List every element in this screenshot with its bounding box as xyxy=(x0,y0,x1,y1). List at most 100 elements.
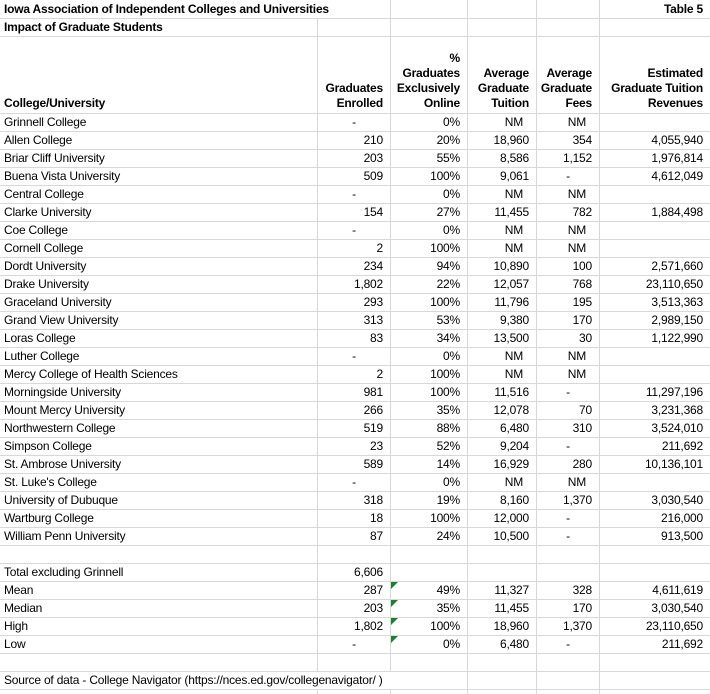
cell-pct-online[interactable]: 0% xyxy=(391,348,468,365)
empty-cell[interactable] xyxy=(537,0,600,18)
cell-avg-tuition[interactable]: 6,480 xyxy=(468,636,537,653)
cell-pct-online[interactable]: 14% xyxy=(391,456,468,473)
cell-avg-tuition[interactable]: 12,000 xyxy=(468,510,537,527)
cell-avg-tuition[interactable]: 11,455 xyxy=(468,204,537,221)
cell-college[interactable]: St. Luke's College xyxy=(0,474,318,491)
cell-avg-fees[interactable]: 768 xyxy=(537,276,600,293)
cell-pct-online[interactable]: 0% xyxy=(391,474,468,491)
cell-college[interactable]: Total excluding Grinnell xyxy=(0,564,318,581)
cell-pct-online[interactable]: 88% xyxy=(391,420,468,437)
cell-college[interactable]: Briar Cliff University xyxy=(0,150,318,167)
cell-avg-fees[interactable]: 328 xyxy=(537,582,600,599)
cell-pct-online[interactable]: 20% xyxy=(391,132,468,149)
cell-pct-online[interactable]: 94% xyxy=(391,258,468,275)
cell-graduates-enrolled[interactable]: 203 xyxy=(318,150,391,167)
cell-pct-online[interactable]: 0% xyxy=(391,222,468,239)
cell-est-revenues[interactable]: 4,611,619 xyxy=(652,583,703,597)
cell-pct-online[interactable]: 55% xyxy=(391,150,468,167)
cell-college[interactable]: Clarke University xyxy=(0,204,318,221)
cell-college[interactable]: Drake University xyxy=(0,276,318,293)
empty-cell[interactable] xyxy=(391,690,468,694)
cell-graduates-enrolled[interactable]: 87 xyxy=(318,528,391,545)
empty-cell[interactable] xyxy=(537,690,600,694)
cell-college[interactable]: Coe College xyxy=(0,222,318,239)
cell-avg-tuition[interactable]: 10,890 xyxy=(468,258,537,275)
cell-est-revenues[interactable]: 3,524,010 xyxy=(651,421,703,435)
cell-graduates-enrolled[interactable]: 318 xyxy=(318,492,391,509)
column-header-college[interactable]: College/University xyxy=(0,37,318,113)
cell-college[interactable]: Dordt University xyxy=(0,258,318,275)
cell-pct-online[interactable]: 100% xyxy=(391,510,468,527)
cell-avg-tuition[interactable]: 11,516 xyxy=(468,384,537,401)
column-header-pct-online[interactable]: % Graduates Exclusively Online xyxy=(391,37,468,113)
sheet-title[interactable]: Iowa Association of Independent Colleges… xyxy=(0,0,391,18)
cell-avg-fees[interactable] xyxy=(537,546,600,563)
cell-est-revenues[interactable]: 1,122,990 xyxy=(651,331,703,345)
cell-avg-tuition[interactable]: NM xyxy=(468,240,537,257)
cell-pct-online[interactable]: 27% xyxy=(391,204,468,221)
cell-avg-tuition[interactable]: 12,078 xyxy=(468,402,537,419)
cell-pct-online[interactable]: 100% xyxy=(391,384,468,401)
cell-college[interactable]: William Penn University xyxy=(0,528,318,545)
cell-est-revenues[interactable] xyxy=(600,222,710,239)
cell-pct-online[interactable]: 19% xyxy=(391,492,468,509)
cell-graduates-enrolled[interactable]: - xyxy=(318,474,391,491)
cell-avg-tuition[interactable]: 18,960 xyxy=(468,132,537,149)
table-number-label[interactable]: Table 5 xyxy=(663,2,703,16)
cell-graduates-enrolled[interactable]: 2 xyxy=(318,240,391,257)
cell-avg-fees[interactable]: NM xyxy=(537,186,600,203)
cell-pct-online[interactable]: 100% xyxy=(391,366,468,383)
cell-college[interactable]: Simpson College xyxy=(0,438,318,455)
cell-pct-online[interactable]: 100% xyxy=(391,294,468,311)
cell-graduates-enrolled[interactable] xyxy=(318,546,391,563)
cell-avg-tuition[interactable]: NM xyxy=(468,114,537,131)
cell-pct-online[interactable] xyxy=(391,546,468,563)
cell-avg-fees[interactable]: NM xyxy=(537,114,600,131)
cell-est-revenues[interactable] xyxy=(600,114,710,131)
cell-avg-fees[interactable]: NM xyxy=(537,240,600,257)
cell-college[interactable] xyxy=(0,546,318,563)
cell-pct-online[interactable]: 52% xyxy=(391,438,468,455)
cell-avg-tuition[interactable]: NM xyxy=(468,348,537,365)
cell-avg-tuition[interactable]: 6,480 xyxy=(468,420,537,437)
cell-avg-tuition[interactable]: 11,796 xyxy=(468,294,537,311)
cell-pct-online[interactable]: 34% xyxy=(391,330,468,347)
empty-cell[interactable] xyxy=(318,690,391,694)
cell-college[interactable]: Mount Mercy University xyxy=(0,402,318,419)
cell-est-revenues[interactable]: 4,055,940 xyxy=(651,133,703,147)
cell-avg-fees[interactable]: 70 xyxy=(537,402,600,419)
cell-avg-tuition[interactable]: NM xyxy=(468,186,537,203)
empty-cell[interactable] xyxy=(468,19,537,36)
cell-est-revenues[interactable]: 216,000 xyxy=(661,511,703,525)
cell-college[interactable]: Median xyxy=(0,600,318,617)
cell-est-revenues[interactable]: 3,030,540 xyxy=(651,493,703,507)
cell-graduates-enrolled[interactable]: 83 xyxy=(318,330,391,347)
cell-avg-fees[interactable]: 30 xyxy=(537,330,600,347)
cell-pct-online[interactable]: 22% xyxy=(391,276,468,293)
cell-est-revenues[interactable]: 4,612,049 xyxy=(651,169,703,183)
cell-avg-fees[interactable]: 354 xyxy=(537,132,600,149)
cell-college[interactable]: Mercy College of Health Sciences xyxy=(0,366,318,383)
cell-avg-fees[interactable]: - xyxy=(537,438,600,455)
cell-graduates-enrolled[interactable]: - xyxy=(318,186,391,203)
cell-est-revenues[interactable]: 23,110,650 xyxy=(645,277,703,291)
cell-avg-fees[interactable]: 170 xyxy=(537,600,600,617)
cell-est-revenues[interactable] xyxy=(600,654,710,671)
cell-pct-online[interactable]: 24% xyxy=(391,528,468,545)
cell-avg-tuition[interactable]: NM xyxy=(468,222,537,239)
cell-pct-online[interactable]: 100% xyxy=(391,240,468,257)
cell-est-revenues[interactable]: 3,231,368 xyxy=(651,403,703,417)
cell-college[interactable]: University of Dubuque xyxy=(0,492,318,509)
cell-college[interactable]: Luther College xyxy=(0,348,318,365)
cell-avg-tuition[interactable]: 8,160 xyxy=(468,492,537,509)
cell-pct-online[interactable]: 100% xyxy=(391,618,468,635)
cell-avg-tuition[interactable] xyxy=(468,654,537,671)
cell-college[interactable]: Grinnell College xyxy=(0,114,318,131)
empty-cell[interactable] xyxy=(318,19,391,36)
cell-avg-tuition[interactable]: 8,586 xyxy=(468,150,537,167)
cell-graduates-enrolled[interactable]: 519 xyxy=(318,420,391,437)
cell-avg-fees[interactable]: - xyxy=(537,528,600,545)
cell-avg-fees[interactable]: NM xyxy=(537,222,600,239)
cell-college[interactable]: Northwestern College xyxy=(0,420,318,437)
cell-avg-fees[interactable]: NM xyxy=(537,348,600,365)
